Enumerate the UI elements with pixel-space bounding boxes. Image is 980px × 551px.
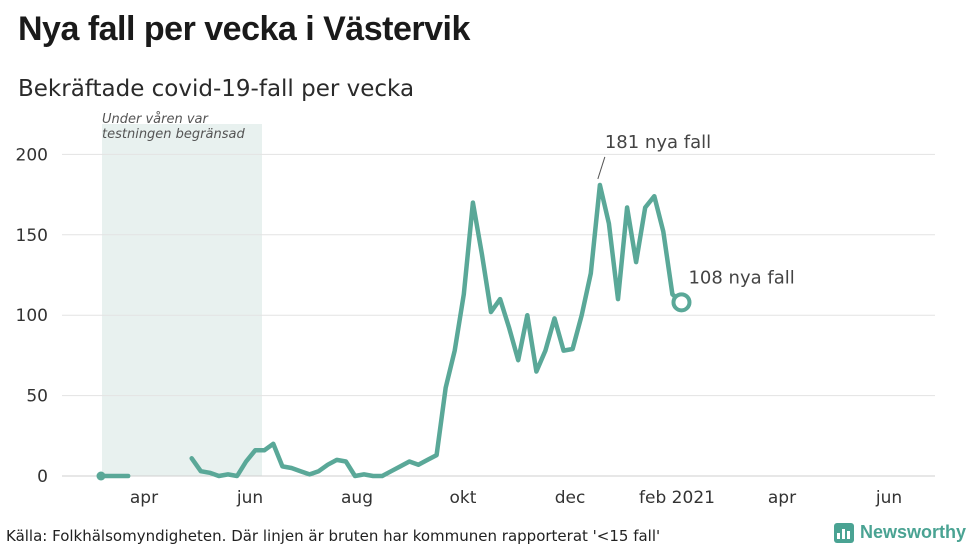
- brand-logo: Newsworthy: [834, 522, 966, 543]
- y-tick-label: 150: [16, 226, 48, 246]
- y-tick-label: 50: [26, 387, 48, 407]
- shaded-region: [102, 124, 262, 476]
- source-note: Källa: Folkhälsomyndigheten. Där linjen …: [6, 527, 661, 545]
- annotation-peak: 181 nya fall: [605, 132, 711, 153]
- x-tick-label: jun: [236, 488, 263, 508]
- page-title: Nya fall per vecka i Västervik: [18, 10, 470, 48]
- chart-subtitle: Bekräftade covid-19-fall per vecka: [18, 76, 415, 102]
- y-tick-label: 200: [16, 145, 48, 165]
- x-tick-label: dec: [555, 488, 586, 508]
- annotation-leader: [597, 156, 606, 180]
- x-tick-label: apr: [130, 488, 158, 508]
- x-tick-label: jun: [875, 488, 902, 508]
- x-tick-label: okt: [450, 488, 477, 508]
- start-point: [96, 471, 106, 481]
- y-tick-label: 0: [37, 467, 48, 487]
- y-tick-label: 100: [16, 306, 48, 326]
- shaded-region-label: testningen begränsad: [102, 127, 245, 142]
- annotation-last: 108 nya fall: [688, 267, 794, 288]
- x-tick-label: feb 2021: [639, 488, 715, 508]
- last-point: [671, 292, 692, 313]
- x-tick-label: apr: [768, 488, 796, 508]
- bar-chart-icon: [834, 522, 854, 543]
- shaded-region-label: Under våren var: [102, 112, 210, 127]
- brand-name: Newsworthy: [860, 522, 967, 542]
- x-tick-label: aug: [341, 488, 373, 508]
- series-line: [189, 182, 684, 479]
